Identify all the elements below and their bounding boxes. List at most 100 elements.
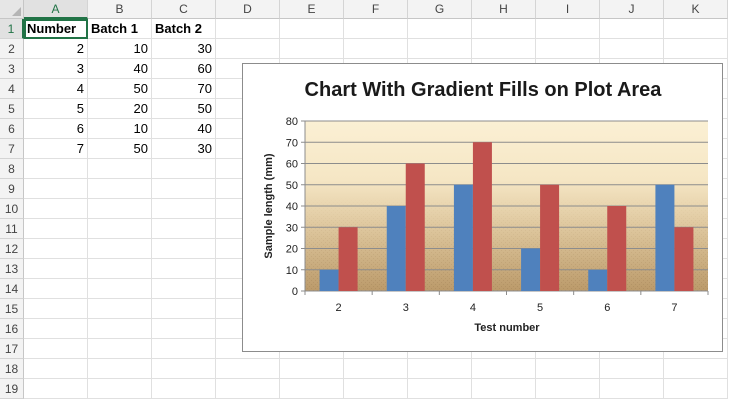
cell-h2[interactable] <box>472 39 536 59</box>
cell-i2[interactable] <box>536 39 600 59</box>
cell-a10[interactable] <box>24 199 88 219</box>
cell-a1[interactable]: Number <box>24 19 88 39</box>
cell-b13[interactable] <box>88 259 152 279</box>
cell-a6[interactable]: 6 <box>24 119 88 139</box>
cell-a11[interactable] <box>24 219 88 239</box>
column-header-a[interactable]: A <box>24 0 88 19</box>
cell-c7[interactable]: 30 <box>152 139 216 159</box>
cell-a19[interactable] <box>24 379 88 399</box>
cell-e2[interactable] <box>280 39 344 59</box>
row-header-19[interactable]: 19 <box>0 379 24 399</box>
row-header-18[interactable]: 18 <box>0 359 24 379</box>
cell-b4[interactable]: 50 <box>88 79 152 99</box>
cell-d18[interactable] <box>216 359 280 379</box>
cell-c2[interactable]: 30 <box>152 39 216 59</box>
cell-b14[interactable] <box>88 279 152 299</box>
cell-b8[interactable] <box>88 159 152 179</box>
cell-e19[interactable] <box>280 379 344 399</box>
cell-a15[interactable] <box>24 299 88 319</box>
column-header-e[interactable]: E <box>280 0 344 19</box>
cell-a18[interactable] <box>24 359 88 379</box>
cell-c1[interactable]: Batch 2 <box>152 19 216 39</box>
cell-g18[interactable] <box>408 359 472 379</box>
row-header-8[interactable]: 8 <box>0 159 24 179</box>
row-header-10[interactable]: 10 <box>0 199 24 219</box>
column-header-g[interactable]: G <box>408 0 472 19</box>
cell-c5[interactable]: 50 <box>152 99 216 119</box>
bar-series2-cat-6[interactable] <box>607 206 627 291</box>
row-header-2[interactable]: 2 <box>0 39 24 59</box>
cell-f19[interactable] <box>344 379 408 399</box>
cell-c6[interactable]: 40 <box>152 119 216 139</box>
row-header-15[interactable]: 15 <box>0 299 24 319</box>
cell-f18[interactable] <box>344 359 408 379</box>
cell-a2[interactable]: 2 <box>24 39 88 59</box>
row-header-5[interactable]: 5 <box>0 99 24 119</box>
column-header-b[interactable]: B <box>88 0 152 19</box>
cell-c8[interactable] <box>152 159 216 179</box>
cell-c10[interactable] <box>152 199 216 219</box>
column-header-j[interactable]: J <box>600 0 664 19</box>
cell-e18[interactable] <box>280 359 344 379</box>
row-header-7[interactable]: 7 <box>0 139 24 159</box>
row-header-12[interactable]: 12 <box>0 239 24 259</box>
cell-a7[interactable]: 7 <box>24 139 88 159</box>
cell-b5[interactable]: 20 <box>88 99 152 119</box>
cell-c16[interactable] <box>152 319 216 339</box>
cell-k19[interactable] <box>664 379 728 399</box>
cell-a16[interactable] <box>24 319 88 339</box>
cell-a8[interactable] <box>24 159 88 179</box>
cell-k17[interactable] <box>664 339 728 359</box>
cell-d2[interactable] <box>216 39 280 59</box>
cell-h19[interactable] <box>472 379 536 399</box>
cell-e1[interactable] <box>280 19 344 39</box>
select-all-button[interactable] <box>0 0 24 19</box>
bar-series1-cat-5[interactable] <box>521 248 541 292</box>
cell-c3[interactable]: 60 <box>152 59 216 79</box>
row-header-9[interactable]: 9 <box>0 179 24 199</box>
bar-series2-cat-2[interactable] <box>338 227 358 291</box>
cell-c17[interactable] <box>152 339 216 359</box>
row-header-13[interactable]: 13 <box>0 259 24 279</box>
cell-b2[interactable]: 10 <box>88 39 152 59</box>
cell-a3[interactable]: 3 <box>24 59 88 79</box>
cell-j1[interactable] <box>600 19 664 39</box>
cell-b17[interactable] <box>88 339 152 359</box>
cell-a5[interactable]: 5 <box>24 99 88 119</box>
cell-i18[interactable] <box>536 359 600 379</box>
cell-b15[interactable] <box>88 299 152 319</box>
cell-d19[interactable] <box>216 379 280 399</box>
cell-i19[interactable] <box>536 379 600 399</box>
cell-a14[interactable] <box>24 279 88 299</box>
cell-j19[interactable] <box>600 379 664 399</box>
cell-c11[interactable] <box>152 219 216 239</box>
cell-k18[interactable] <box>664 359 728 379</box>
cell-k1[interactable] <box>664 19 728 39</box>
cell-b10[interactable] <box>88 199 152 219</box>
bar-series2-cat-7[interactable] <box>674 227 694 291</box>
cell-b16[interactable] <box>88 319 152 339</box>
cell-b3[interactable]: 40 <box>88 59 152 79</box>
cell-f1[interactable] <box>344 19 408 39</box>
cell-d1[interactable] <box>216 19 280 39</box>
chart[interactable]: Chart With Gradient Fills on Plot Area 0… <box>242 63 723 352</box>
row-header-4[interactable]: 4 <box>0 79 24 99</box>
cell-c4[interactable]: 70 <box>152 79 216 99</box>
column-header-i[interactable]: I <box>536 0 600 19</box>
cell-b18[interactable] <box>88 359 152 379</box>
cell-b11[interactable] <box>88 219 152 239</box>
bar-series2-cat-5[interactable] <box>540 184 560 291</box>
cell-c13[interactable] <box>152 259 216 279</box>
cell-a13[interactable] <box>24 259 88 279</box>
bar-series1-cat-6[interactable] <box>588 269 608 291</box>
column-header-h[interactable]: H <box>472 0 536 19</box>
bar-series1-cat-2[interactable] <box>319 269 339 291</box>
cell-b19[interactable] <box>88 379 152 399</box>
cell-b7[interactable]: 50 <box>88 139 152 159</box>
cell-a9[interactable] <box>24 179 88 199</box>
cell-c12[interactable] <box>152 239 216 259</box>
column-header-d[interactable]: D <box>216 0 280 19</box>
column-header-k[interactable]: K <box>664 0 728 19</box>
cell-g1[interactable] <box>408 19 472 39</box>
cell-c15[interactable] <box>152 299 216 319</box>
